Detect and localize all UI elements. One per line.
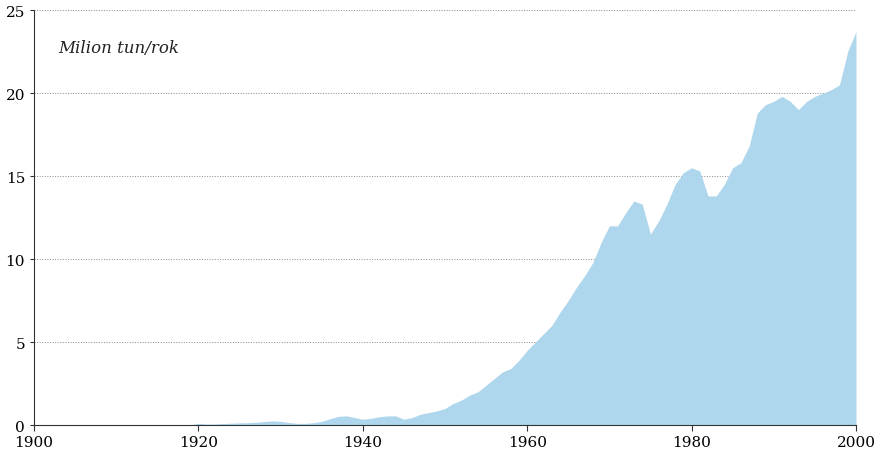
Text: Milion tun/rok: Milion tun/rok [59,40,180,57]
